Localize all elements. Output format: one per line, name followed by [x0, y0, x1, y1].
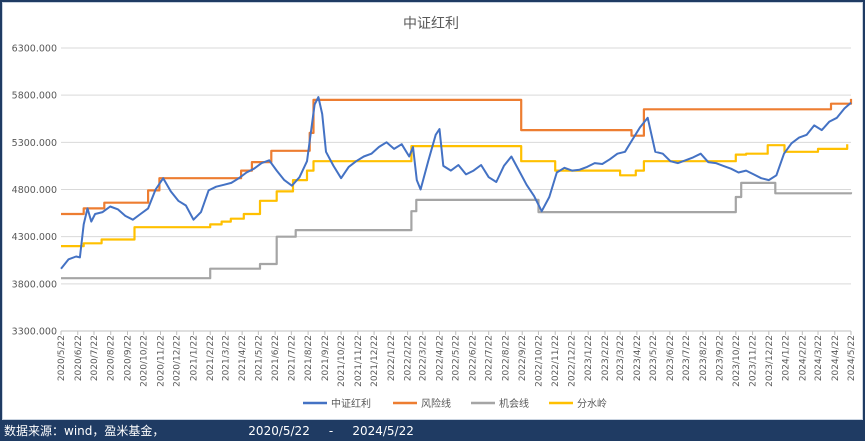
x-tick-label: 2023/10/22 — [732, 335, 742, 387]
legend-label: 中证红利 — [331, 397, 371, 410]
x-axis: 2020/5/22 2020/6/22 2020/7/22 2020/8/22 2020… — [57, 330, 857, 387]
x-tick-label: 2021/12/22 — [370, 335, 380, 387]
x-tick-label: 2020/9/22 — [124, 335, 134, 381]
y-tick-label: 3800.000 — [12, 279, 57, 290]
y-tick-label: 3300.000 — [12, 327, 57, 338]
series-line — [61, 98, 853, 216]
x-tick-label: 2023/6/22 — [666, 335, 676, 381]
date-start: 2020/5/22 — [248, 424, 310, 438]
x-tick-label: 2020/10/22 — [140, 335, 150, 387]
gridlines — [61, 47, 851, 332]
plot-area — [60, 96, 853, 280]
y-tick-label: 5800.000 — [12, 91, 57, 102]
x-tick-label: 2023/8/22 — [699, 335, 709, 381]
y-axis: 3300.000 3800.000 4300.000 4800.000 5300.000… — [12, 44, 57, 338]
y-tick-label: 4800.000 — [12, 185, 57, 196]
x-tick-label: 2021/7/22 — [287, 335, 297, 381]
x-tick-label: 2023/7/22 — [682, 335, 692, 381]
x-tick-label: 2022/9/22 — [518, 335, 528, 381]
legend: 中证红利 风险线 机会线 分水岭 — [303, 397, 607, 410]
series-line — [61, 144, 849, 248]
x-tick-label: 2023/5/22 — [649, 335, 659, 381]
line-chart: 中证红利 3300.000 3800.000 4300.000 4800.000 530… — [12, 16, 857, 410]
chart-panel: 中证红利 3300.000 3800.000 4300.000 4800.000 530… — [2, 2, 863, 420]
y-tick-label: 5300.000 — [12, 138, 57, 149]
footer: 数据来源：wind，盈米基金， 2020/5/22 - 2024/5/22 — [4, 422, 414, 440]
x-tick-label: 2020/12/22 — [173, 335, 183, 387]
x-tick-label: 2024/2/22 — [798, 335, 808, 381]
x-tick-label: 2024/1/22 — [782, 335, 792, 381]
x-tick-label: 2021/6/22 — [271, 335, 281, 381]
x-tick-label: 2024/3/22 — [814, 335, 824, 381]
x-tick-label: 2023/2/22 — [601, 335, 611, 381]
x-tick-label: 2024/4/22 — [831, 335, 841, 381]
x-tick-label: 2022/7/22 — [485, 335, 495, 381]
data-source-text: 数据来源：wind，盈米基金， — [4, 424, 165, 438]
chart-title: 中证红利 — [403, 16, 459, 32]
x-tick-label: 2021/10/22 — [337, 335, 347, 387]
x-tick-label: 2021/5/22 — [254, 335, 264, 381]
x-tick-label: 2020/5/22 — [57, 335, 67, 381]
x-tick-label: 2022/8/22 — [501, 335, 511, 381]
x-tick-label: 2021/3/22 — [221, 335, 231, 381]
x-tick-label: 2021/4/22 — [238, 335, 248, 381]
x-tick-label: 2023/9/22 — [716, 335, 726, 381]
x-tick-label: 2020/7/22 — [90, 335, 100, 381]
date-separator: - — [328, 424, 334, 438]
legend-label: 分水岭 — [577, 397, 607, 410]
x-tick-label: 2023/3/22 — [616, 335, 626, 381]
x-tick-label: 2023/12/22 — [765, 335, 775, 387]
x-tick-label: 2022/6/22 — [468, 335, 478, 381]
x-tick-label: 2021/9/22 — [321, 335, 331, 381]
x-tick-label: 2021/11/22 — [354, 335, 364, 387]
legend-label: 机会线 — [499, 397, 529, 410]
y-tick-label: 4300.000 — [12, 232, 57, 243]
x-tick-label: 2023/1/22 — [584, 335, 594, 381]
x-tick-label: 2023/4/22 — [633, 335, 643, 381]
x-tick-label: 2020/8/22 — [107, 335, 117, 381]
x-tick-label: 2022/5/22 — [452, 335, 462, 381]
x-tick-label: 2022/12/22 — [567, 335, 577, 387]
x-tick-label: 2022/1/22 — [387, 335, 397, 381]
series-line — [61, 181, 853, 280]
x-tick-label: 2023/11/22 — [749, 335, 759, 387]
x-tick-label: 2022/10/22 — [534, 335, 544, 387]
date-end: 2024/5/22 — [352, 424, 414, 438]
x-tick-label: 2021/8/22 — [304, 335, 314, 381]
x-tick-label: 2021/1/22 — [189, 335, 199, 381]
x-tick-label: 2020/6/22 — [74, 335, 84, 381]
x-tick-label: 2022/2/22 — [404, 335, 414, 381]
x-tick-label: 2022/4/22 — [436, 335, 446, 381]
x-tick-label: 2022/3/22 — [419, 335, 429, 381]
legend-label: 风险线 — [421, 397, 451, 410]
series-line — [60, 96, 852, 270]
x-tick-label: 2021/2/22 — [206, 335, 216, 381]
x-tick-label: 2022/11/22 — [551, 335, 561, 387]
x-tick-label: 2020/11/22 — [156, 335, 166, 387]
y-tick-label: 6300.000 — [12, 44, 57, 55]
x-tick-label: 2024/5/22 — [847, 335, 857, 381]
